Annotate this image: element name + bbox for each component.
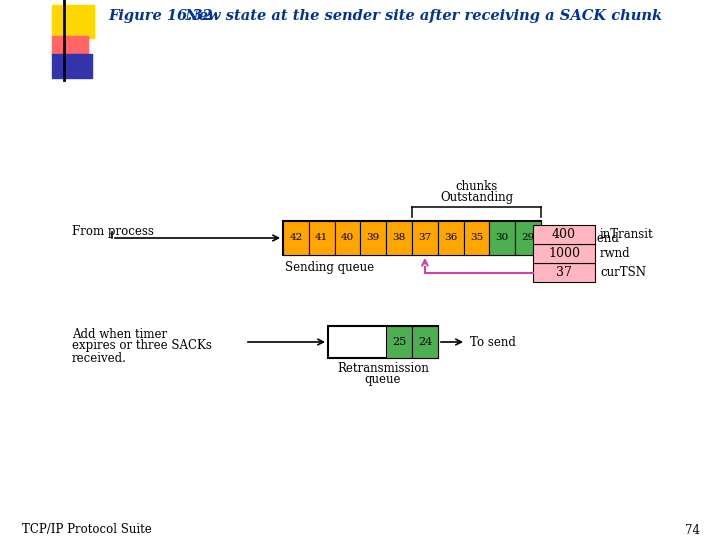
Text: Sending queue: Sending queue	[285, 260, 374, 273]
Text: 41: 41	[315, 233, 328, 242]
Text: 25: 25	[392, 337, 406, 347]
Text: 39: 39	[366, 233, 380, 242]
Text: 30: 30	[495, 233, 509, 242]
Text: rwnd: rwnd	[600, 247, 631, 260]
Text: curTSN: curTSN	[600, 266, 646, 279]
Text: Retransmission: Retransmission	[337, 361, 429, 375]
Bar	[335, 221, 361, 255]
Text: 1000: 1000	[548, 247, 580, 260]
Bar	[52, 54, 92, 78]
Text: expires or three SACKs: expires or three SACKs	[72, 340, 212, 353]
Bar	[516, 221, 541, 255]
Bar	[533, 244, 595, 263]
Bar	[490, 221, 516, 255]
Bar	[52, 5, 94, 38]
Bar	[438, 221, 464, 255]
Text: received.: received.	[72, 352, 127, 365]
Text: To send: To send	[573, 232, 619, 245]
Text: From process: From process	[72, 226, 154, 239]
Text: 24: 24	[418, 337, 432, 347]
Text: 29: 29	[521, 233, 535, 242]
Bar	[283, 221, 309, 255]
Bar	[386, 326, 412, 358]
Text: queue: queue	[365, 373, 401, 386]
Text: 37: 37	[556, 266, 572, 279]
Bar	[283, 221, 541, 255]
Bar	[309, 221, 335, 255]
Text: 400: 400	[552, 228, 576, 241]
Text: New state at the sender site after receiving a SACK chunk: New state at the sender site after recei…	[170, 9, 662, 23]
Bar	[412, 221, 438, 255]
Bar	[361, 221, 386, 255]
Bar	[533, 225, 595, 244]
Bar	[386, 221, 412, 255]
Text: Add when timer: Add when timer	[72, 327, 167, 341]
Text: TCP/IP Protocol Suite: TCP/IP Protocol Suite	[22, 523, 152, 537]
Text: Figure 16.32: Figure 16.32	[108, 9, 212, 23]
Bar	[328, 326, 438, 358]
Text: 40: 40	[341, 233, 354, 242]
Text: 35: 35	[470, 233, 483, 242]
Text: 38: 38	[392, 233, 406, 242]
Bar	[412, 326, 438, 358]
Bar	[533, 263, 595, 282]
Text: To send: To send	[470, 335, 516, 348]
Text: 74: 74	[685, 523, 700, 537]
Text: Outstanding: Outstanding	[440, 191, 513, 204]
Text: 36: 36	[444, 233, 457, 242]
Bar	[464, 221, 490, 255]
Text: chunks: chunks	[455, 180, 498, 193]
Text: 37: 37	[418, 233, 431, 242]
Text: 42: 42	[289, 233, 302, 242]
Bar	[52, 36, 88, 56]
Text: inTransit: inTransit	[600, 228, 654, 241]
